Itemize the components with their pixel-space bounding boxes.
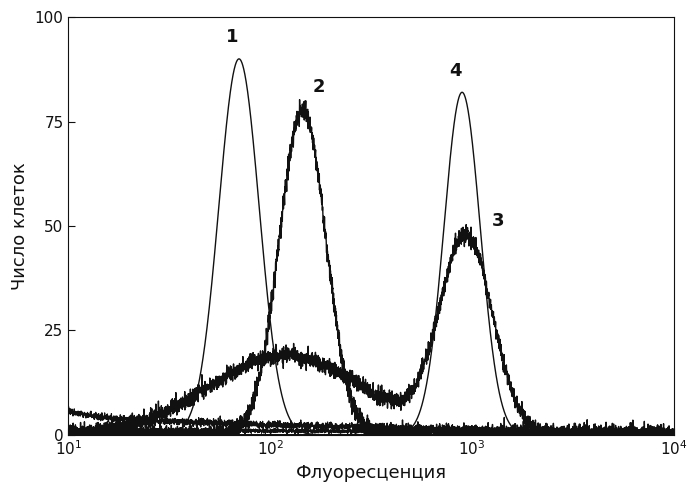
Y-axis label: Число клеток: Число клеток (11, 162, 29, 290)
Text: 3: 3 (491, 212, 504, 230)
Text: 2: 2 (313, 78, 326, 97)
Text: 1: 1 (226, 28, 239, 46)
Text: 4: 4 (449, 62, 462, 80)
X-axis label: Флуоресценция: Флуоресценция (296, 464, 447, 482)
